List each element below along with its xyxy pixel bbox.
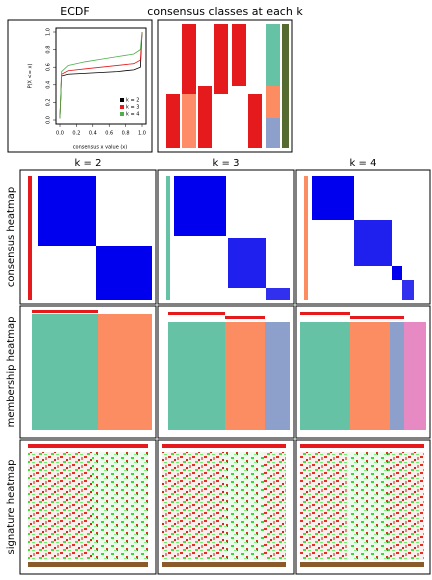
- y-axis-label: P(X <= x): [28, 64, 34, 89]
- row-title: membership heatmap: [6, 317, 17, 428]
- consensus-heatmaps: [28, 176, 414, 300]
- y-tick-label: 0.4: [46, 81, 52, 89]
- y-tick-label: 0.2: [46, 98, 52, 106]
- panel-frames: [19, 169, 431, 575]
- y-tick-label: 0.6: [46, 63, 52, 71]
- x-axis-label: consensus x value (x): [73, 145, 128, 151]
- signature-heatmaps: [28, 444, 424, 567]
- y-tick-label: 0.0: [46, 116, 52, 124]
- y-tick-label: 1.0: [46, 28, 52, 36]
- class-bars: [166, 24, 289, 148]
- ecdf-line: [59, 31, 143, 119]
- legend-label: k = 2: [126, 98, 139, 104]
- x-tick-label: 0.2: [72, 131, 80, 137]
- column-title: k = 3: [213, 158, 240, 169]
- classes-panel: [157, 19, 293, 153]
- x-tick-label: 0.0: [56, 131, 64, 137]
- row-title: signature heatmap: [6, 459, 17, 554]
- ecdf-line: [59, 31, 143, 119]
- legend-swatch: [120, 98, 124, 102]
- x-tick-label: 1.0: [138, 131, 146, 137]
- y-tick-label: 0.8: [46, 46, 52, 54]
- column-title: k = 2: [75, 158, 102, 169]
- plot-area: [55, 27, 147, 125]
- x-tick-label: 0.4: [89, 131, 97, 137]
- column-title: k = 4: [350, 158, 377, 169]
- legend-swatch: [120, 105, 124, 109]
- ecdf-line: [59, 31, 143, 119]
- classes-title: consensus classes at each k: [147, 5, 303, 18]
- legend-swatch: [120, 112, 124, 116]
- x-tick-label: 0.8: [122, 131, 130, 137]
- ecdf-title: ECDF: [60, 5, 89, 18]
- membership-heatmaps: [32, 310, 426, 430]
- x-tick-label: 0.6: [105, 131, 113, 137]
- ecdf-panel: [7, 19, 153, 153]
- legend-label: k = 3: [126, 105, 139, 111]
- legend-label: k = 4: [126, 112, 139, 118]
- row-title: consensus heatmap: [6, 187, 17, 287]
